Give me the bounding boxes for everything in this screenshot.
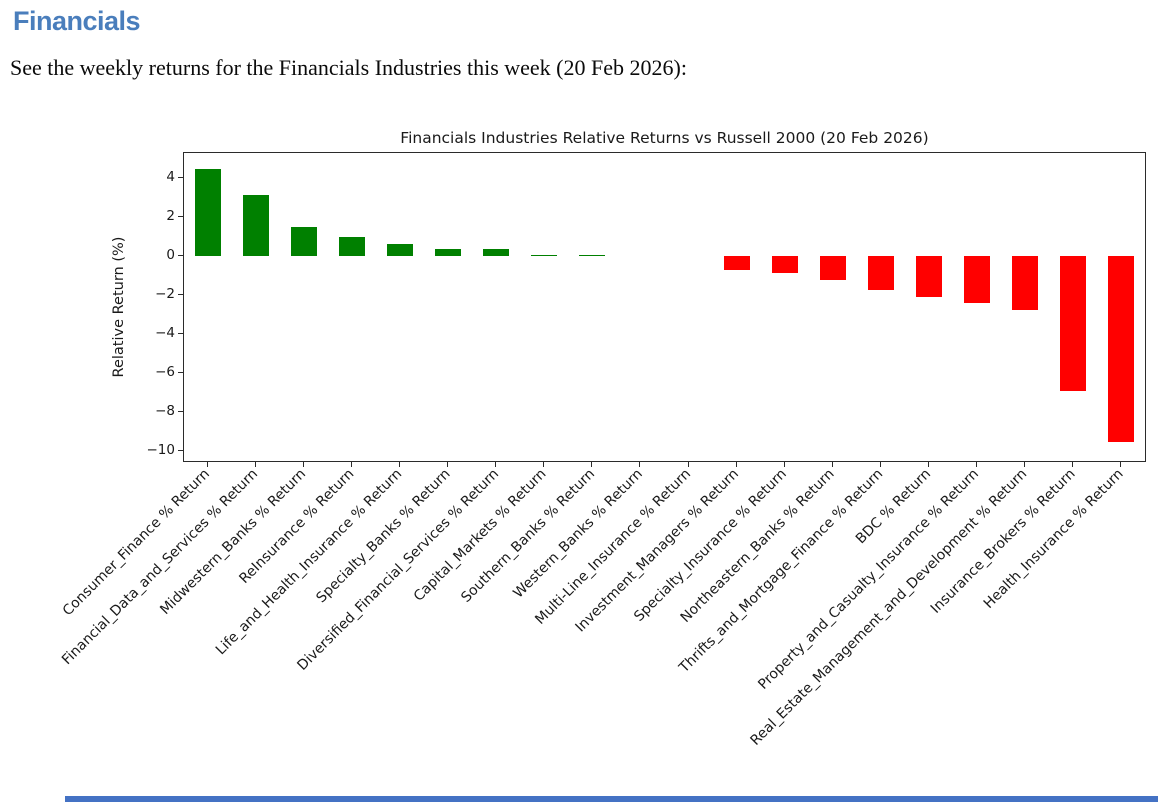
bar [291, 227, 318, 257]
bar [483, 249, 510, 257]
x-tick-mark [591, 462, 593, 467]
x-tick-mark [399, 462, 401, 467]
bar [723, 256, 750, 270]
y-tick-mark [178, 333, 183, 335]
x-tick-mark [1023, 462, 1025, 467]
x-tick-mark [207, 462, 209, 467]
x-tick-mark [495, 462, 497, 467]
x-tick-label: Property_and_Casualty_Insurance % Return [755, 466, 983, 693]
x-tick-mark [447, 462, 449, 467]
y-tick-label: −6 [155, 364, 175, 381]
y-tick-label: −2 [155, 286, 175, 303]
bottom-scrollbar[interactable] [65, 796, 1158, 802]
y-tick-label: −4 [155, 325, 175, 342]
x-tick-mark [543, 462, 545, 467]
y-tick-label: −8 [155, 403, 175, 420]
x-tick-mark [927, 462, 929, 467]
y-tick-mark [178, 294, 183, 296]
x-tick-mark [1071, 462, 1073, 467]
y-axis-label: Relative Return (%) [111, 236, 127, 378]
bar [387, 243, 414, 257]
x-tick-mark [687, 462, 689, 467]
y-tick-mark [178, 216, 183, 218]
x-tick-mark [303, 462, 305, 467]
x-tick-mark [975, 462, 977, 467]
y-tick-mark [178, 450, 183, 452]
bar [339, 236, 366, 257]
plot-area [183, 152, 1146, 462]
chart-title: Financials Industries Relative Returns v… [400, 129, 929, 147]
x-tick-mark [255, 462, 257, 467]
bar [771, 256, 798, 273]
bar [1059, 256, 1086, 391]
y-tick-label: −10 [146, 442, 176, 459]
description-text: See the weekly returns for the Financial… [10, 55, 687, 80]
x-tick-mark [831, 462, 833, 467]
x-tick-mark [735, 462, 737, 467]
bar [195, 168, 222, 257]
bar [1107, 256, 1134, 443]
x-tick-mark [879, 462, 881, 467]
bar [435, 248, 462, 257]
bar [531, 255, 558, 257]
y-tick-mark [178, 177, 183, 179]
y-tick-label: 2 [166, 208, 175, 225]
x-tick-mark [1119, 462, 1121, 467]
x-tick-mark [351, 462, 353, 467]
bar [915, 256, 942, 298]
x-tick-mark [783, 462, 785, 467]
bar [243, 194, 270, 257]
bar [867, 256, 894, 291]
y-tick-mark [178, 255, 183, 257]
bar [819, 256, 846, 280]
page-title: Financials [13, 6, 141, 36]
y-tick-mark [178, 372, 183, 374]
y-tick-label: 4 [166, 169, 175, 186]
bar [579, 255, 606, 257]
x-tick-mark [639, 462, 641, 467]
y-tick-mark [178, 411, 183, 413]
bar [1011, 256, 1038, 310]
bar [963, 256, 990, 304]
y-tick-label: 0 [166, 247, 175, 264]
